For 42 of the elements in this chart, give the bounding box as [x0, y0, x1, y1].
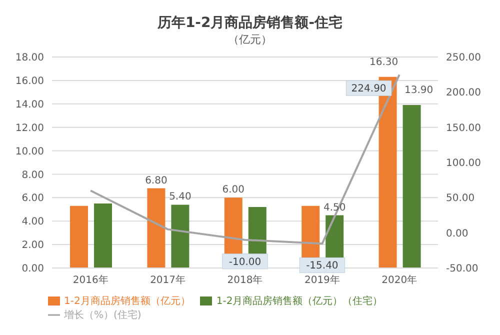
chart-subtitle: （亿元） [227, 32, 273, 47]
bar [402, 105, 421, 268]
y-tick-label: 2.00 [22, 240, 44, 252]
y-tick-label: 4.00 [22, 216, 44, 228]
y-tick-label: 8.00 [22, 170, 44, 181]
data-label: 6.80 [145, 175, 168, 186]
bar [94, 204, 112, 268]
legend-label: 1-2月商品房销售额（亿元）（住宅） [216, 296, 383, 307]
bar [147, 188, 166, 268]
data-label: 5.40 [169, 192, 192, 203]
y-tick-label: 0.00 [22, 264, 44, 275]
data-label: -15.40 [306, 260, 338, 272]
data-label: 4.50 [323, 202, 346, 214]
y-tick-label: 16.00 [15, 76, 44, 87]
data-label: 13.90 [404, 85, 434, 96]
y2-tick-label: 200.00 [446, 88, 481, 99]
legend-label: 增长（%）(住宅) [64, 310, 142, 321]
y2-tick-label: 150.00 [446, 122, 481, 134]
data-label: 16.30 [369, 56, 398, 68]
y2-tick-label: 250.00 [446, 52, 481, 64]
y2-tick-label: 50.00 [446, 193, 475, 204]
bar [70, 206, 88, 268]
y2-tick-label: 0.00 [446, 228, 468, 240]
y2-tick-label: 100.00 [446, 158, 481, 170]
y-tick-label: 10.00 [15, 146, 44, 158]
y-tick-label: 18.00 [15, 52, 44, 64]
bar [171, 204, 190, 268]
y-tick-label: 6.00 [22, 193, 44, 204]
x-tick-label: 2018年 [227, 274, 263, 286]
y-tick-label: 12.00 [15, 122, 44, 134]
y-tick-label: 14.00 [15, 99, 44, 110]
x-tick-label: 2019年 [304, 274, 340, 286]
chart-title: 历年1-2月商品房销售额-住宅 [156, 14, 344, 32]
y2-tick-label: -50.00 [446, 264, 478, 275]
x-tick-label: 2017年 [150, 274, 186, 286]
line-series [90, 74, 400, 245]
x-tick-label: 2016年 [72, 274, 108, 286]
x-tick-label: 2020年 [382, 274, 418, 286]
data-label: -10.00 [228, 256, 262, 268]
legend-label: 1-2月商品房销售额（亿元） [64, 296, 190, 307]
data-label: 6.00 [222, 184, 245, 196]
data-label: 224.90 [351, 84, 386, 95]
